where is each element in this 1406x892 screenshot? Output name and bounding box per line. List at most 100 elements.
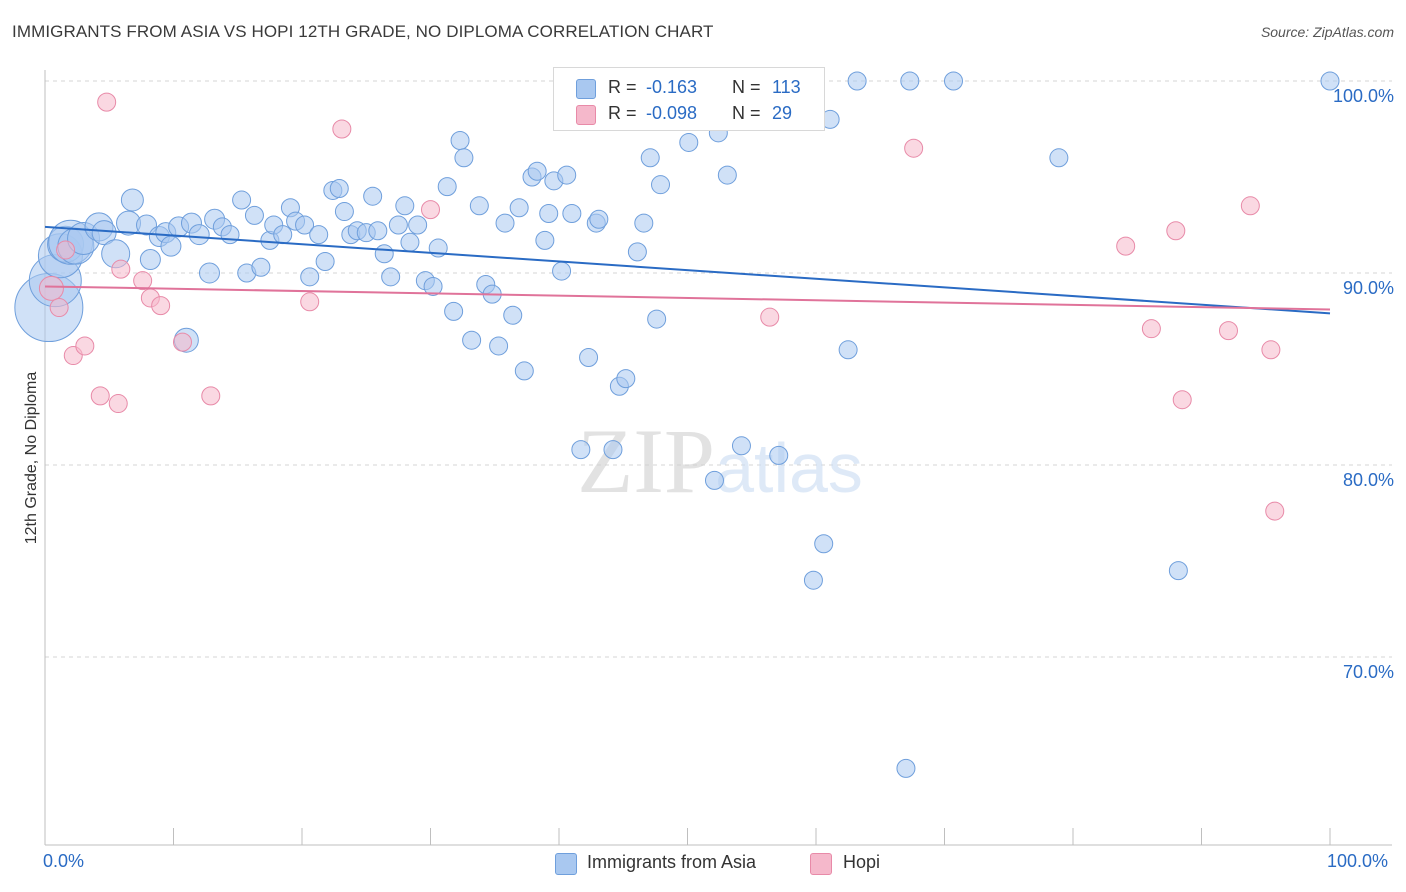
asia-point [717, 165, 737, 185]
hopi-point [332, 119, 352, 139]
hopi-point [111, 259, 131, 279]
correlation-legend: R = -0.163 N = 113 R = -0.098 N = 29 [553, 67, 825, 131]
source-label: Source: ZipAtlas.com [1260, 24, 1394, 40]
asia-trend-line [44, 225, 1331, 315]
asia-point [454, 148, 474, 168]
asia-point [462, 330, 482, 350]
hopi-point [97, 92, 117, 112]
series-label-hopi: Hopi [843, 852, 881, 872]
legend-swatch-hopi [576, 105, 596, 125]
asia-point [900, 71, 920, 91]
hopi-point [172, 332, 192, 352]
hopi-trend-line [44, 285, 1331, 311]
asia-point [1168, 561, 1188, 581]
hopi-point [1116, 236, 1136, 256]
hopi-point [1261, 340, 1281, 360]
hopi-point [38, 275, 64, 301]
asia-point [896, 758, 916, 778]
asia-point [315, 251, 335, 271]
series-legend: Immigrants from Asia Hopi [555, 851, 895, 875]
asia-point [803, 570, 823, 590]
asia-point [300, 267, 320, 287]
x-tick-label-100: 100.0% [1327, 851, 1389, 871]
asia-point [495, 213, 515, 233]
legend-r-label: R = [608, 103, 637, 123]
asia-point [589, 209, 609, 229]
hopi-point [1240, 196, 1260, 216]
asia-point [562, 203, 582, 223]
hopi-point [760, 307, 780, 327]
asia-point [1320, 71, 1340, 91]
asia-point [251, 257, 271, 277]
asia-point [220, 225, 240, 245]
asia-point [244, 205, 264, 225]
asia-point [368, 221, 388, 241]
asia-point [634, 213, 654, 233]
hopi-point [201, 386, 221, 406]
legend-n-label: N = [732, 77, 761, 97]
hopi-point [1265, 501, 1285, 521]
trend-lines [44, 225, 1331, 315]
asia-point [450, 131, 470, 151]
asia-point [679, 132, 699, 152]
y-tick-label-80: 80.0% [1342, 470, 1394, 490]
asia-point [603, 440, 623, 460]
asia-point [503, 305, 523, 325]
hopi-point [300, 292, 320, 312]
asia-point [509, 198, 529, 218]
asia-point [381, 267, 401, 287]
asia-point [374, 244, 394, 264]
asia-point [309, 225, 329, 245]
asia-point [329, 179, 349, 199]
hopi-point [1166, 221, 1186, 241]
asia-point [769, 445, 789, 465]
legend-n-value: 29 [772, 103, 793, 123]
grid-lines [45, 80, 1392, 658]
legend-r-value: -0.163 [646, 77, 698, 97]
hopi-point [90, 386, 110, 406]
hopi-point [904, 138, 924, 158]
asia-point [334, 202, 354, 222]
asia-point [535, 230, 555, 250]
asia-point [395, 196, 415, 216]
asia-point [514, 361, 534, 381]
series-swatch-asia [555, 853, 577, 875]
legend-n-value: 113 [772, 77, 801, 97]
asia-point [437, 177, 457, 197]
asia-point [273, 225, 293, 245]
axes [44, 70, 1392, 846]
asia-point [232, 190, 252, 210]
asia-point [188, 224, 210, 246]
asia-point [704, 470, 724, 490]
asia-point [571, 440, 591, 460]
legend-r-label: R = [608, 77, 637, 97]
asia-point [552, 261, 572, 281]
series-swatch-hopi [810, 853, 832, 875]
asia-point [527, 161, 547, 181]
hopi-point [151, 296, 171, 316]
hopi-point [1172, 390, 1192, 410]
asia-point [388, 215, 408, 235]
asia-point [557, 165, 577, 185]
legend-swatch-asia [576, 79, 596, 99]
y-tick-label-70: 70.0% [1342, 662, 1394, 682]
asia-point [198, 262, 220, 284]
hopi-point [56, 240, 76, 260]
y-tick-label-90: 90.0% [1342, 278, 1394, 298]
asia-point [579, 347, 599, 367]
asia-point [469, 196, 489, 216]
asia-point [139, 249, 161, 271]
data-points [14, 71, 1340, 778]
asia-point [408, 215, 428, 235]
asia-point [363, 186, 383, 206]
hopi-point [108, 394, 128, 414]
asia-point [838, 340, 858, 360]
asia-point [539, 203, 559, 223]
asia-point [847, 71, 867, 91]
chart-title: IMMIGRANTS FROM ASIA VS HOPI 12TH GRADE,… [12, 22, 714, 41]
hopi-point [421, 200, 440, 220]
hopi-point [133, 271, 153, 291]
asia-point [616, 369, 636, 389]
legend-r-value: -0.098 [646, 103, 698, 123]
asia-point [647, 309, 667, 329]
